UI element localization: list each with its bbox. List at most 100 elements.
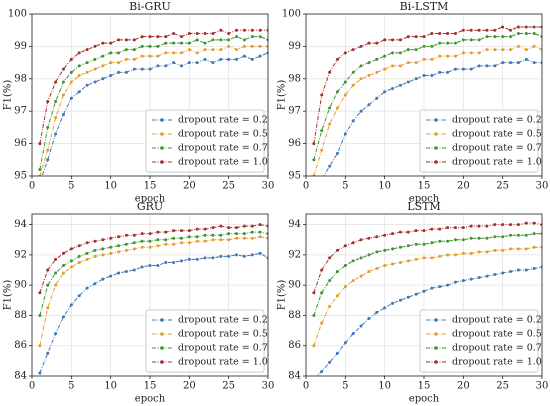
x-tick-label: 15 [144, 381, 157, 392]
y-tick-label: 92 [288, 249, 301, 260]
x-tick-label: 5 [342, 181, 348, 192]
data-point [328, 256, 332, 260]
data-point [69, 247, 73, 251]
data-point [242, 236, 246, 240]
data-point [422, 74, 426, 78]
data-point [140, 232, 144, 236]
data-point [509, 233, 513, 237]
data-point [172, 31, 176, 35]
y-tick-label: 97 [288, 106, 301, 117]
data-point [461, 51, 465, 55]
data-point [343, 80, 347, 84]
legend-marker [160, 346, 164, 350]
data-point [227, 254, 231, 258]
data-point [242, 54, 246, 58]
data-point [320, 291, 324, 295]
data-point [46, 158, 50, 162]
data-point [493, 273, 497, 277]
data-point [38, 168, 42, 172]
data-point [195, 31, 199, 35]
data-point [77, 74, 81, 78]
data-point [242, 232, 246, 236]
data-point [140, 67, 144, 71]
data-point [493, 223, 497, 227]
data-point [164, 238, 168, 242]
data-point [430, 74, 434, 78]
data-point [46, 351, 50, 355]
data-point [335, 248, 339, 252]
y-tick-label: 92 [14, 249, 27, 260]
data-point [195, 51, 199, 55]
data-point [164, 230, 168, 234]
data-point [375, 250, 379, 254]
data-point [493, 48, 497, 52]
legend-label: dropout rate = 0.5 [178, 329, 268, 340]
plot-lines [312, 25, 542, 176]
data-point [219, 57, 223, 61]
data-point [258, 44, 262, 48]
data-point [148, 263, 152, 267]
data-point [69, 70, 73, 74]
data-point [140, 35, 144, 39]
x-tick-label: 25 [222, 381, 235, 392]
data-point [516, 247, 520, 251]
data-point [328, 70, 332, 74]
data-point [61, 80, 65, 84]
data-point [335, 106, 339, 110]
data-point [430, 227, 434, 231]
y-axis-label: F1(%) [3, 80, 14, 111]
x-tick-label: 0 [29, 181, 35, 192]
data-point [211, 256, 215, 260]
data-point [85, 61, 89, 65]
x-tick-label: 25 [496, 381, 509, 392]
data-point [54, 283, 58, 287]
chart-title: Bi-LSTM [400, 0, 449, 13]
data-point [383, 233, 387, 237]
data-point [179, 259, 183, 263]
x-tick-label: 20 [183, 381, 196, 392]
subplot: GRU epoch F1(%) 84 86 88 90 92 94 0 5 10 15 20 25 30 dro… [3, 200, 275, 405]
data-point [335, 90, 339, 94]
data-point [156, 64, 160, 68]
legend-marker [160, 118, 164, 122]
data-point [414, 229, 418, 233]
data-point [351, 259, 355, 263]
data-point [250, 28, 254, 32]
data-point [509, 270, 513, 274]
data-point [335, 270, 339, 274]
data-point [501, 235, 505, 239]
data-point [235, 253, 239, 257]
data-point [446, 31, 450, 35]
data-point [219, 28, 223, 32]
data-point [179, 35, 183, 39]
data-point [328, 360, 332, 364]
data-point [258, 54, 262, 58]
data-point [414, 77, 418, 81]
data-point [532, 44, 536, 48]
data-point [164, 41, 168, 45]
legend-marker [434, 146, 438, 150]
legend-marker [434, 332, 438, 336]
y-tick-label: 90 [14, 280, 27, 291]
data-point [477, 276, 481, 280]
data-point [438, 254, 442, 258]
data-point [227, 31, 231, 35]
legend-label: dropout rate = 0.7 [178, 343, 268, 354]
y-tick-label: 96 [14, 138, 27, 149]
data-point [438, 285, 442, 289]
data-point [453, 253, 457, 257]
data-point [328, 164, 332, 168]
x-tick-label: 10 [104, 181, 117, 192]
y-tick-label: 95 [14, 171, 27, 182]
data-point [391, 87, 395, 91]
legend-label: dropout rate = 0.2 [178, 315, 268, 326]
chart-title: GRU [137, 200, 163, 213]
data-point [406, 35, 410, 39]
data-point [375, 96, 379, 100]
data-point [235, 57, 239, 61]
data-point [461, 238, 465, 242]
data-point [211, 38, 215, 42]
data-point [343, 263, 347, 267]
data-point [516, 223, 520, 227]
data-point [485, 48, 489, 52]
